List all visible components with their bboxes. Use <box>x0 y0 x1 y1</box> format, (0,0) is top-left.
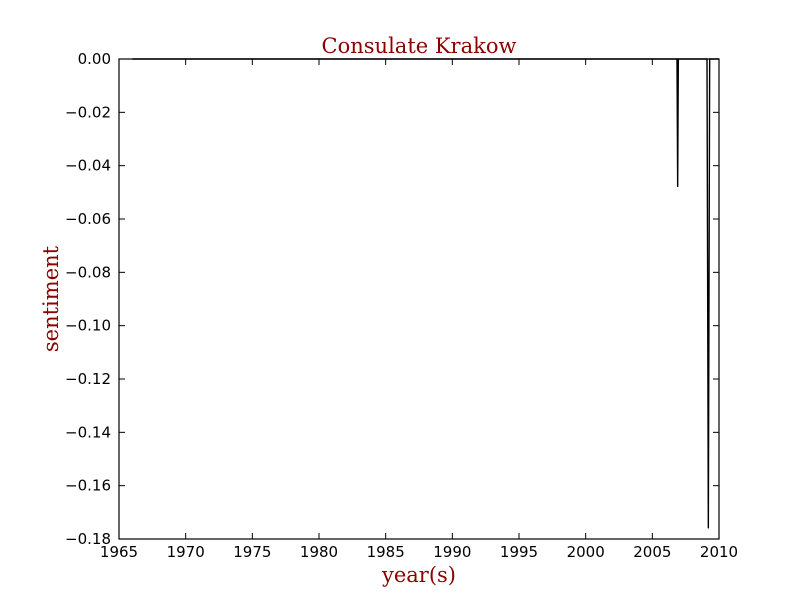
y-tick-label: −0.02 <box>65 103 111 121</box>
y-tick-label: 0.00 <box>78 50 111 68</box>
x-tick-label: 1970 <box>167 543 205 561</box>
plot-layer: 1965 1970 1975 1980 1985 1990 1995 2000 2005 2010… <box>65 50 738 561</box>
y-tick-label: −0.10 <box>65 317 111 335</box>
y-tick-label: −0.12 <box>65 370 111 388</box>
y-tick-label: −0.08 <box>65 263 111 281</box>
x-tick-label: 2005 <box>633 543 671 561</box>
plot-frame <box>118 58 720 540</box>
x-tick-label: 1965 <box>100 543 138 561</box>
x-axis-title: year(s) <box>381 563 456 587</box>
x-tick-label: 2010 <box>700 543 738 561</box>
y-tick-label: −0.16 <box>65 477 111 495</box>
y-tick-label: −0.06 <box>65 210 111 228</box>
x-tick-label: 2000 <box>567 543 605 561</box>
chart-title: Consulate Krakow <box>322 34 517 58</box>
x-tick-label: 1975 <box>233 543 271 561</box>
x-tick-label: 1980 <box>300 543 338 561</box>
y-tick-label: −0.14 <box>65 423 111 441</box>
x-tick-label: 1995 <box>500 543 538 561</box>
y-axis-title: sentiment <box>39 245 63 352</box>
x-tick-label: 1990 <box>433 543 471 561</box>
y-tick-label: −0.04 <box>65 157 111 175</box>
sentiment-series-line <box>132 58 719 529</box>
x-tick-label: 1985 <box>367 543 405 561</box>
y-tick-label: −0.18 <box>65 530 111 548</box>
